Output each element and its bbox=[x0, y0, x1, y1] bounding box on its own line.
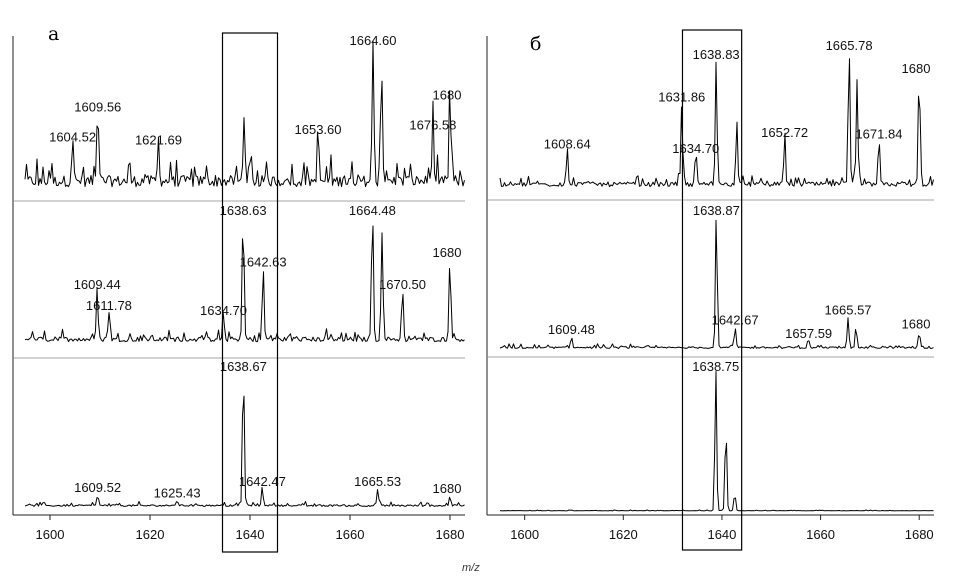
peak-label-a-2-2: 1634.70 bbox=[200, 303, 247, 318]
panel-b: б 1600 1620 1640 1660 1680 1608.64 1631.86 1634… bbox=[486, 29, 934, 551]
peak-label-b-2-0: 1609.48 bbox=[548, 322, 595, 337]
peak-label-a-1-1: 1609.56 bbox=[74, 100, 121, 115]
peak-label-b-1-9: 1680 bbox=[902, 61, 931, 76]
peak-label-b-2-2: 1642.67 bbox=[712, 312, 759, 327]
peak-label-b-1-8: 1671.84 bbox=[855, 127, 902, 142]
peak-label-a-1-2: 1621.69 bbox=[135, 132, 182, 147]
peak-label-a-3-5: 1680 bbox=[433, 481, 462, 496]
spectrum-trace-b-2 bbox=[499, 219, 934, 349]
peak-label-a-3-1: 1625.43 bbox=[154, 485, 201, 500]
panel-a-letter: а bbox=[48, 23, 59, 45]
peak-label-b-1-0: 1608.64 bbox=[544, 137, 591, 152]
x-tick-label-a-1620: 1620 bbox=[136, 527, 165, 542]
x-tick-label-b-1620: 1620 bbox=[609, 527, 638, 542]
peak-label-a-2-7: 1670.50 bbox=[379, 277, 426, 292]
peak-label-b-1-3: 1638.83 bbox=[693, 47, 740, 62]
peak-label-b-2-3: 1657.59 bbox=[785, 326, 832, 341]
panel-b-letter: б bbox=[530, 33, 541, 55]
peak-label-a-2-0: 1609.44 bbox=[74, 277, 121, 292]
spectrum-trace-a-2 bbox=[24, 225, 465, 343]
x-tick-label-b-1640: 1640 bbox=[707, 527, 736, 542]
peak-label-a-1-5: 1664.60 bbox=[350, 33, 397, 48]
x-tick-label-b-1600: 1600 bbox=[510, 527, 539, 542]
x-tick-label-b-1660: 1660 bbox=[806, 527, 835, 542]
peak-label-a-1-8: 1680 bbox=[433, 88, 462, 103]
x-axis-title: m/z bbox=[462, 562, 480, 574]
peak-label-a-3-4: 1665.53 bbox=[354, 474, 401, 489]
spectrum-trace-b-1 bbox=[499, 58, 934, 188]
peak-label-a-3-0: 1609.52 bbox=[74, 480, 121, 495]
x-tick-label-a-1660: 1660 bbox=[336, 527, 365, 542]
x-tick-label-b-1680: 1680 bbox=[905, 527, 934, 542]
spectrum-trace-a-1 bbox=[24, 40, 465, 188]
spectrum-trace-a-3 bbox=[24, 395, 465, 507]
peak-label-b-1-5: 1652.72 bbox=[761, 125, 808, 140]
peak-label-a-3-2: 1638.67 bbox=[220, 359, 267, 374]
highlight-box-a bbox=[221, 32, 279, 553]
peak-label-b-2-6: 1680 bbox=[902, 316, 931, 331]
peak-label-a-2-4: 1642.63 bbox=[240, 254, 287, 269]
x-tick-label-a-1680: 1680 bbox=[436, 527, 465, 542]
panel-a: а 1600 1620 1640 1660 1680 1604.52 1609.56 1621… bbox=[12, 23, 465, 553]
peak-label-b-2-4: 1665.57 bbox=[825, 303, 872, 318]
peak-label-b-3-0: 1638.75 bbox=[692, 359, 739, 374]
peak-label-b-1-1: 1631.86 bbox=[658, 90, 705, 105]
peak-label-b-2-1: 1638.87 bbox=[693, 203, 740, 218]
x-tick-label-a-1640: 1640 bbox=[236, 527, 265, 542]
highlight-box-b bbox=[681, 29, 743, 551]
peak-label-a-3-3: 1642.47 bbox=[239, 474, 286, 489]
peak-label-a-2-8: 1680 bbox=[433, 245, 462, 260]
peak-label-a-1-7: 1676.58 bbox=[409, 117, 456, 132]
peak-label-a-1-0: 1604.52 bbox=[49, 129, 96, 144]
spectrum-trace-b-3 bbox=[499, 371, 934, 512]
x-tick-label-a-1600: 1600 bbox=[36, 527, 65, 542]
peak-label-b-1-2: 1634.70 bbox=[672, 141, 719, 156]
peak-label-b-1-6: 1665.78 bbox=[826, 38, 873, 53]
peak-label-a-1-4: 1653.60 bbox=[295, 122, 342, 137]
peak-label-a-2-3: 1638.63 bbox=[220, 203, 267, 218]
peak-label-a-2-5: 1664.48 bbox=[349, 203, 396, 218]
peak-label-a-2-1: 1611.78 bbox=[86, 298, 132, 313]
